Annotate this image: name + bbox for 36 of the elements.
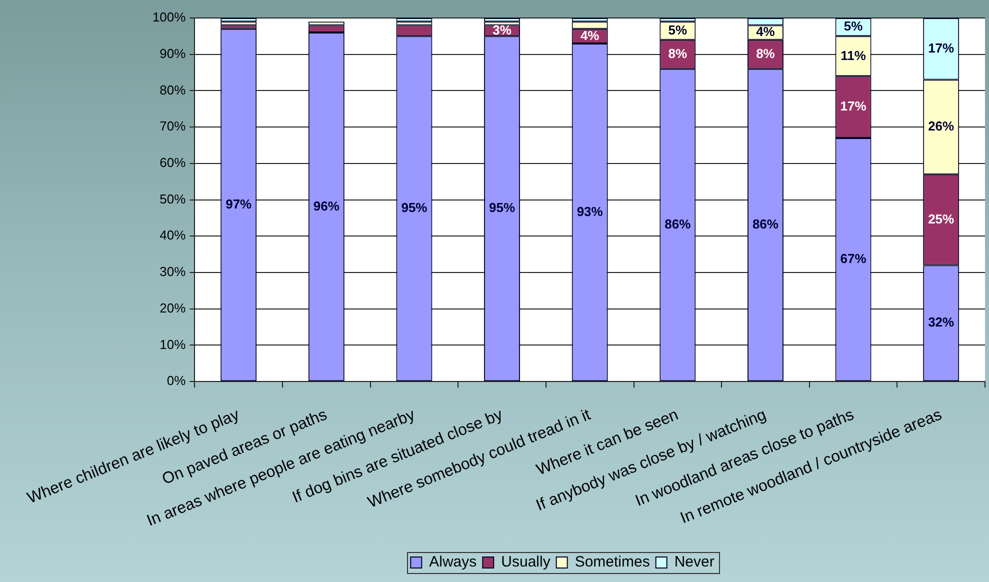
data-label: 95%	[489, 200, 516, 216]
data-label: 95%	[401, 200, 428, 216]
data-label: 86%	[664, 216, 692, 232]
data-label: 17%	[928, 40, 955, 56]
data-label: 3%	[492, 22, 512, 38]
y-tick-label: 90%	[160, 46, 186, 61]
data-label: 11%	[840, 48, 866, 63]
y-tick-label: 10%	[160, 336, 186, 352]
legend-label: Never	[674, 554, 714, 571]
legend-label: Sometimes	[574, 554, 650, 571]
data-label: 26%	[928, 118, 955, 134]
data-label: 4%	[756, 24, 776, 40]
y-tick-label: 80%	[160, 82, 186, 98]
y-tick-label: 100%	[152, 10, 186, 25]
y-tick-label: 40%	[160, 228, 186, 243]
data-label: 86%	[752, 216, 779, 232]
data-label: 32%	[928, 314, 955, 330]
y-tick-label: 20%	[160, 300, 186, 316]
legend-label: Always	[429, 554, 477, 571]
data-label: 8%	[668, 46, 688, 61]
y-tick-label: 60%	[160, 155, 186, 170]
data-label: 93%	[576, 204, 604, 219]
data-label: 96%	[313, 198, 340, 214]
legend-label: Usually	[501, 554, 551, 571]
data-label: 17%	[840, 98, 867, 114]
y-tick-label: 30%	[160, 264, 186, 280]
data-label: 8%	[756, 46, 776, 61]
y-tick-label: 70%	[160, 118, 186, 134]
data-label: 5%	[844, 18, 864, 34]
data-label: 67%	[840, 251, 867, 266]
y-tick-label: 0%	[166, 373, 186, 388]
data-label: 97%	[226, 196, 252, 212]
y-tick-label: 50%	[160, 191, 186, 206]
data-label: 4%	[580, 28, 600, 43]
data-label: 25%	[928, 211, 955, 226]
data-label: 5%	[668, 22, 688, 38]
